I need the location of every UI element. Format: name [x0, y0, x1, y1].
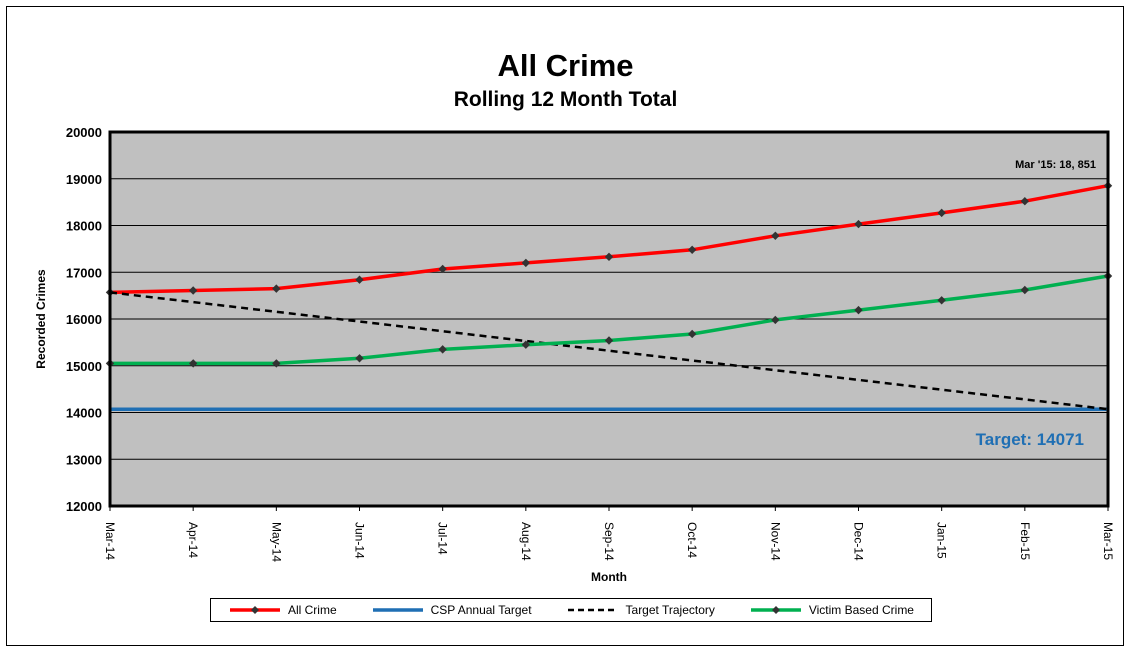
data-point-all-crime: [937, 208, 946, 218]
legend-label: All Crime: [287, 603, 337, 617]
data-point-all-crime: [355, 275, 364, 284]
legend-swatch: [567, 608, 618, 612]
x-tick-label: Dec-14: [852, 522, 866, 561]
series-layer: [105, 181, 1113, 411]
legend-label: CSP Annual Target: [430, 603, 532, 617]
chart-subtitle: Rolling 12 Month Total: [453, 88, 678, 111]
data-point-victim-based-crime: [355, 354, 364, 363]
x-tick-label: Mar-14: [103, 522, 117, 560]
data-point-victim-based-crime: [188, 359, 198, 368]
x-tick-label: Sep-14: [602, 522, 616, 561]
data-point-all-crime: [604, 252, 614, 262]
y-tick-labels: 12000 13000 14000 15000 16000 17000 18000 19000…: [66, 125, 102, 514]
x-axis-label: Month: [591, 570, 627, 584]
y-tick-label: 13000: [66, 452, 102, 467]
y-tick-label: 15000: [66, 359, 102, 374]
data-point-all-crime: [854, 219, 863, 229]
x-tick-labels: Mar-14 Apr-14 May-14 Jun-14 Jul-14 Aug-14 Sep-…: [103, 522, 1115, 562]
gridlines: [110, 178, 1108, 460]
y-axis-label: Recorded Crimes: [34, 269, 48, 369]
data-point-victim-based-crime: [272, 359, 281, 368]
data-point-victim-based-crime: [438, 345, 447, 354]
data-point-victim-based-crime: [687, 329, 697, 339]
x-tick-label: Oct-14: [685, 522, 699, 558]
last-value-annotation: Mar '15: 18, 851: [1015, 159, 1096, 171]
x-tick-label: Apr-14: [186, 522, 200, 558]
data-point-all-crime: [521, 258, 531, 268]
x-tick-label: Aug-14: [519, 522, 533, 561]
x-tick-label: Jan-15: [935, 522, 949, 559]
x-tick-label: Nov-14: [768, 522, 782, 561]
y-tick-label: 20000: [66, 125, 102, 140]
y-tick-label: 14000: [66, 406, 102, 421]
x-tick-label: Mar-15: [1101, 522, 1115, 560]
data-point-victim-based-crime: [771, 315, 780, 325]
data-point-all-crime: [188, 286, 198, 295]
line-chart: 12000 13000 14000 15000 16000 17000 18000 19000…: [34, 125, 1115, 584]
y-tick-label: 17000: [66, 265, 102, 280]
legend-swatch: [229, 606, 280, 614]
legend-swatch: [750, 606, 801, 614]
y-tick-label: 12000: [66, 499, 102, 514]
data-point-victim-based-crime: [604, 336, 614, 345]
data-point-all-crime: [272, 284, 281, 293]
data-point-all-crime: [1020, 196, 1030, 206]
data-point-all-crime: [438, 264, 447, 274]
target-annotation: Target: 14071: [976, 430, 1084, 449]
data-point-victim-based-crime: [521, 340, 531, 349]
data-point-all-crime: [687, 245, 697, 255]
y-tick-label: 19000: [66, 172, 102, 187]
legend: All Crime CSP Annual Target Target Traject…: [210, 598, 932, 622]
legend-item-victim-based-crime: Victim Based Crime: [749, 603, 914, 617]
data-point-victim-based-crime: [937, 296, 946, 305]
chart-title: All Crime: [497, 48, 634, 83]
data-point-victim-based-crime: [1020, 285, 1030, 295]
x-tick-label: Jul-14: [436, 522, 450, 555]
legend-label: Target Trajectory: [625, 603, 715, 617]
legend-item-all-crime: All Crime: [228, 603, 337, 617]
y-tick-label: 16000: [66, 312, 102, 327]
legend-label: Victim Based Crime: [808, 603, 914, 617]
y-tick-label: 18000: [66, 219, 102, 234]
legend-item-target-trajectory: Target Trajectory: [566, 603, 715, 617]
data-point-all-crime: [771, 231, 780, 240]
legend-item-csp-annual-target: CSP Annual Target: [371, 603, 532, 617]
plot-border: [108, 130, 1110, 508]
legend-swatch: [372, 608, 423, 612]
data-point-victim-based-crime: [854, 305, 863, 315]
x-tick-label: Feb-15: [1018, 522, 1032, 560]
x-tick-label: May-14: [269, 522, 283, 562]
x-tick-label: Jun-14: [353, 522, 367, 559]
